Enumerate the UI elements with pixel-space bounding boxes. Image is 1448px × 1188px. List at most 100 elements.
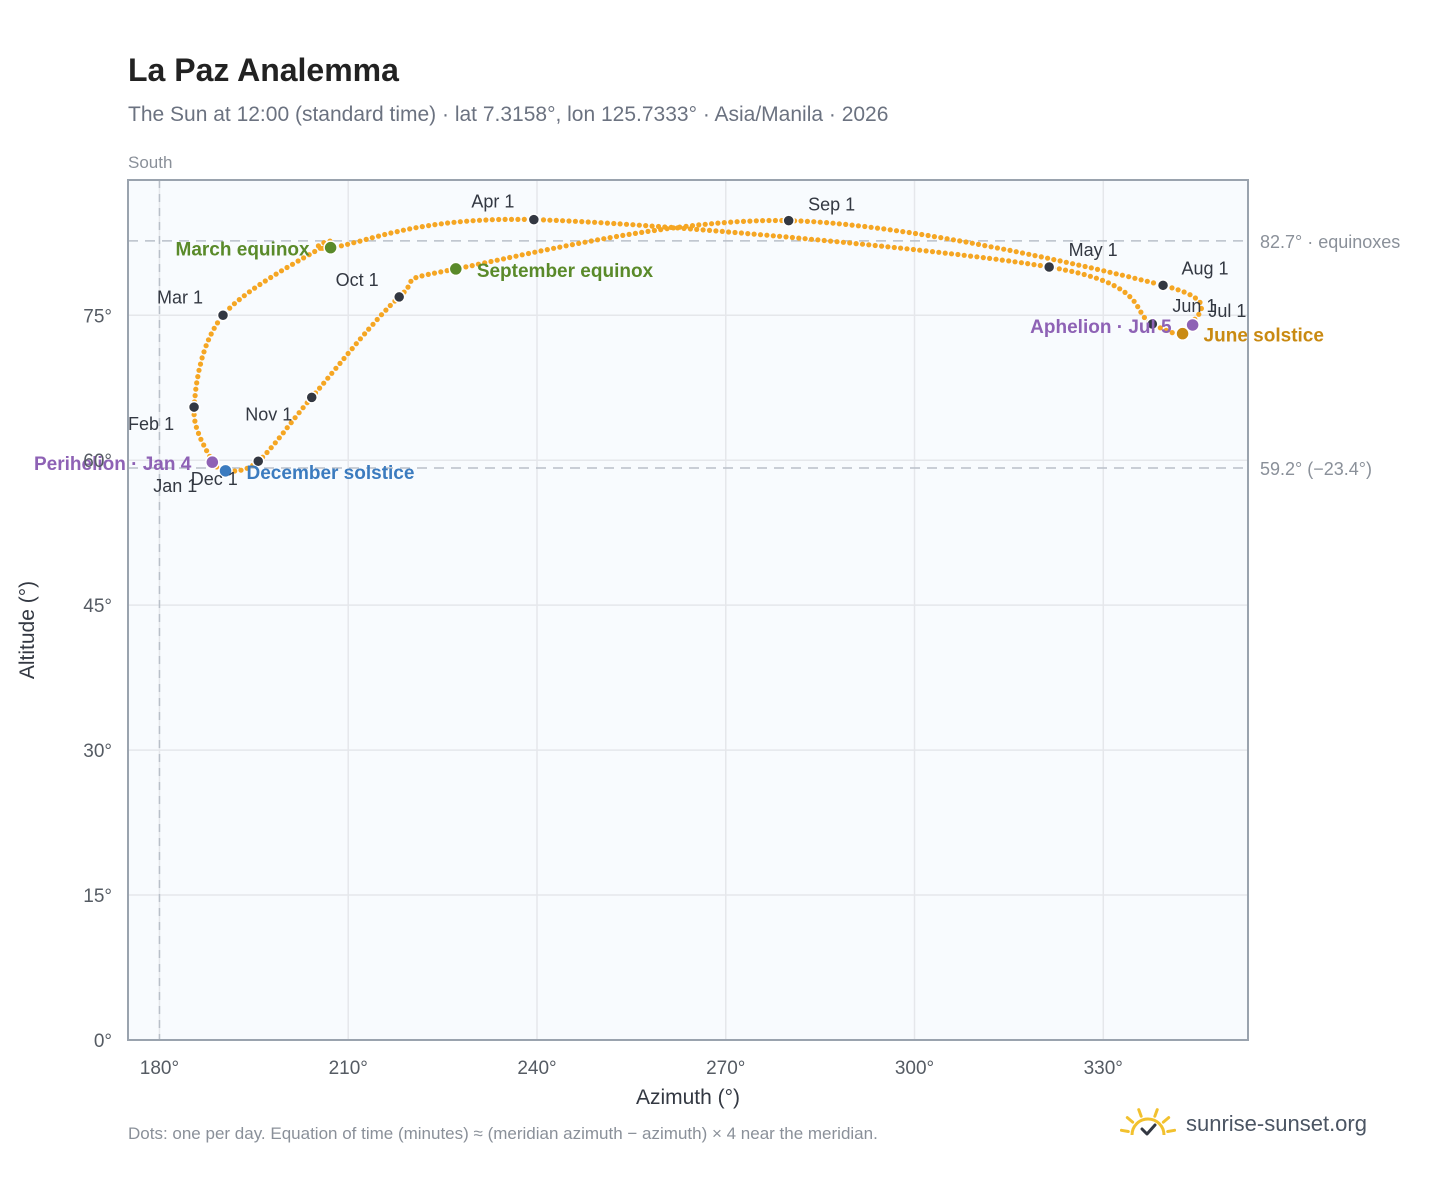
daily-sun-dot [482,260,488,266]
daily-sun-dot [912,230,919,237]
daily-sun-dot [1113,271,1119,277]
daily-sun-dot [383,307,389,313]
daily-sun-dot [284,264,290,271]
daily-sun-dot [1163,327,1169,333]
daily-sun-dot [1122,289,1128,295]
event-marker [218,463,233,479]
month-marker [216,309,230,322]
brand-logo[interactable]: sunrise-sunset.org [1120,1102,1367,1146]
daily-sun-dot [821,237,827,244]
daily-sun-dot [532,249,538,255]
daily-sun-dot [611,220,617,227]
event-label: March equinox [176,240,311,261]
daily-sun-dot [740,218,747,224]
daily-sun-dot [1062,267,1069,273]
daily-sun-dot [333,365,339,371]
daily-sun-dot [980,255,986,261]
daily-sun-dot [345,241,351,247]
daily-sun-dot [1012,259,1018,265]
daily-sun-dot [470,218,476,224]
daily-sun-dot [994,245,1001,251]
daily-sun-dot [745,231,751,237]
daily-sun-dot [1045,255,1051,261]
daily-sun-dot [419,273,425,279]
month-label: Jun 1 [1172,296,1216,316]
month-marker [782,214,795,227]
daily-sun-dot [551,245,557,251]
y-tick-label: 45° [83,596,112,617]
daily-sun-dot [489,217,495,223]
month-label: Dec 1 [191,469,238,489]
daily-sun-dot [866,242,872,248]
daily-sun-dot [438,269,444,275]
daily-sun-dot [1094,266,1101,272]
daily-sun-dot [728,219,734,225]
daily-sun-dot [569,242,576,248]
daily-sun-dot [208,331,214,337]
daily-sun-dot [1056,266,1062,272]
daily-sun-dot [272,440,278,446]
daily-sun-dot [560,218,566,224]
daily-sun-dot [382,231,388,238]
daily-sun-dot [1032,253,1038,259]
daily-sun-dot [513,253,519,259]
daily-sun-dot [757,232,764,238]
month-label: May 1 [1069,240,1118,260]
daily-sun-dot [828,238,834,244]
daily-sun-dot [836,221,842,227]
month-marker [251,454,265,468]
daily-sun-dot [205,337,212,343]
daily-sun-dot [620,232,626,238]
y-tick-label: 0° [94,1031,112,1052]
x-tick-label: 270° [706,1058,745,1079]
daily-sun-dot [1117,286,1123,292]
event-label: Aphelion · Jul 5 [1030,317,1172,338]
daily-sun-dot [1141,314,1147,321]
daily-sun-dot [893,228,900,234]
daily-sun-dot [579,219,585,225]
daily-sun-dot [694,226,700,232]
daily-sun-dot [617,221,623,227]
daily-sun-dot [264,449,270,456]
daily-sun-dot [413,225,419,231]
daily-sun-dot [1082,263,1088,270]
daily-sun-dot [817,219,823,225]
daily-sun-dot [904,246,910,252]
daily-sun-dot [824,220,830,226]
daily-sun-dot [900,229,906,235]
daily-sun-dot [872,242,878,249]
daily-sun-dot [885,244,891,250]
daily-sun-dot [1169,285,1175,291]
daily-sun-dot [938,235,944,241]
daily-sun-dot [195,374,201,380]
daily-sun-dot [1087,273,1093,279]
daily-sun-dot [268,445,274,451]
daily-sun-dot [1031,262,1037,268]
daily-sun-dot [726,229,732,235]
daily-sun-dot [419,224,425,230]
daily-sun-dot [582,239,588,245]
daily-sun-dot [227,305,233,311]
daily-sun-dot [1175,287,1181,293]
daily-sun-dot [815,237,821,243]
daily-sun-dot [317,385,323,391]
daily-sun-dot [538,248,544,254]
daily-sun-dot [808,236,815,242]
daily-sun-dot [192,418,198,424]
daily-sun-dot [766,217,772,224]
daily-sun-dot [636,222,642,228]
daily-sun-dot [236,297,242,303]
month-marker [305,391,318,404]
daily-sun-dot [1119,272,1125,278]
daily-sun-dot [232,468,238,474]
daily-sun-dot [362,331,368,337]
daily-sun-dot [651,227,658,234]
sun-ray-icon [1125,1116,1135,1124]
daily-sun-dot [289,261,296,267]
daily-sun-dot [649,223,655,229]
daily-sun-dot [353,341,359,347]
daily-sun-dot [338,243,344,249]
daily-sun-dot [830,220,836,226]
daily-sun-dot [388,230,394,236]
daily-sun-dot [715,220,721,226]
